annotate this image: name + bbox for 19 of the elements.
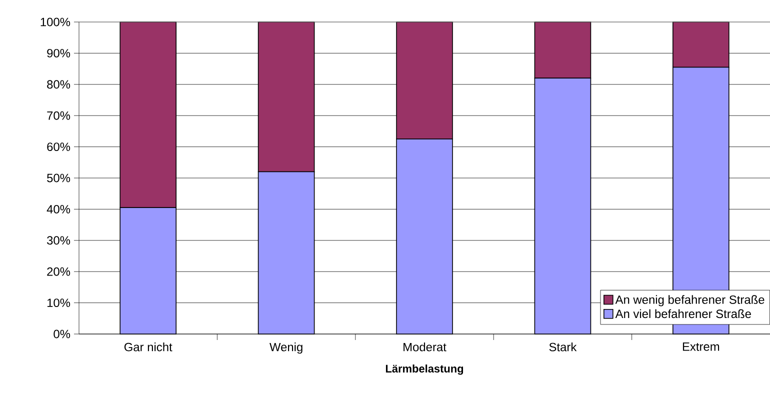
legend-label: An wenig befahrener Straße: [615, 295, 764, 306]
y-tick-label: 0%: [54, 330, 70, 338]
y-tick-label: 100%: [40, 18, 70, 26]
y-tick-label: 40%: [46, 204, 70, 214]
y-tick-label: 20%: [47, 267, 70, 276]
y-tick-label: 80%: [47, 80, 70, 89]
x-axis-title: Lärmbelastung: [386, 364, 464, 375]
y-tick-label: 30%: [47, 236, 70, 245]
legend-label: An viel befahrener Straße: [615, 309, 751, 318]
y-tick-label: 50%: [47, 174, 70, 182]
y-tick-label: 90%: [47, 48, 70, 58]
y-tick-label: 60%: [47, 142, 70, 152]
x-tick-label: Gar nicht: [124, 342, 172, 352]
x-tick-label: Extrem: [682, 342, 720, 351]
x-tick-label: Wenig: [270, 342, 302, 354]
x-tick-label: Moderat: [404, 342, 446, 352]
y-tick-label: 10%: [47, 298, 70, 308]
x-tick-label: Stark: [549, 342, 577, 352]
y-tick-label: 70%: [47, 111, 70, 120]
